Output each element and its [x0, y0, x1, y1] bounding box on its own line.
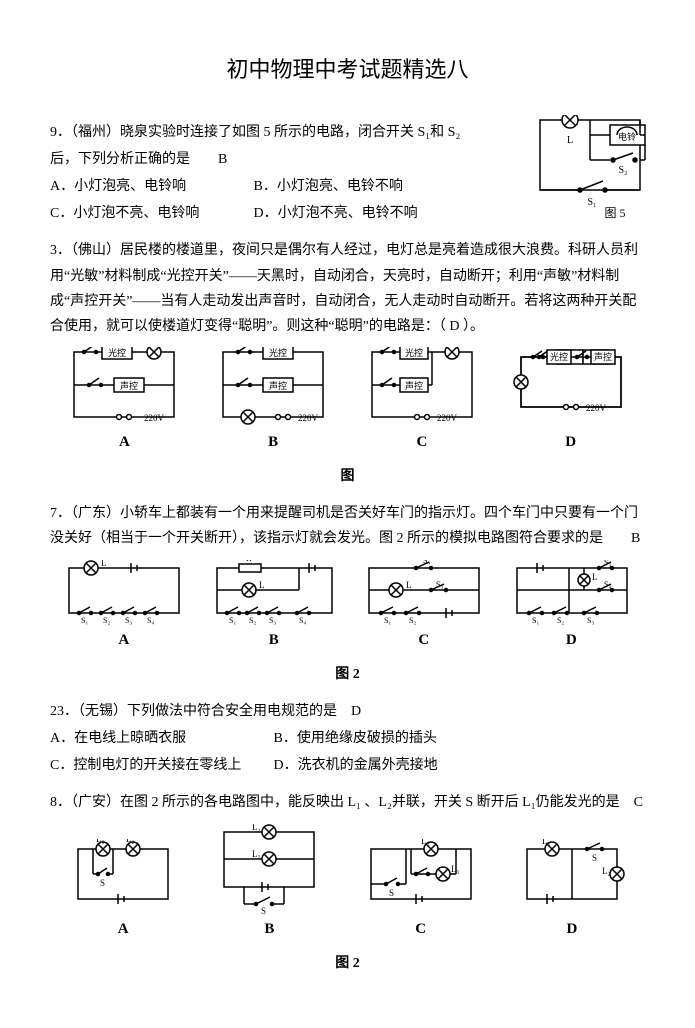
svg-text:L: L	[592, 572, 598, 582]
q9-option-d: D．小灯泡不亮、电铃不响	[254, 201, 454, 226]
question-9: L 电铃 S₂ S₁ 图 5 9．（福州）晓泉实验时连接了如图 5 所示的电路，…	[50, 120, 645, 227]
svg-text:S: S	[261, 906, 266, 914]
s1-label: S₁	[587, 197, 596, 208]
svg-text:S₃: S₃	[436, 580, 443, 589]
q8-stem: 8．（广安）在图 2 所示的各电路图中，能反映出 L₁ 、L₂并联，开关 S 断…	[50, 790, 645, 815]
q7-label-c: C	[361, 627, 486, 654]
figure-5-caption: 图 5	[604, 206, 625, 220]
q8-label-c: C	[361, 916, 481, 943]
svg-text:S₂: S₂	[249, 616, 256, 625]
svg-text:S₁: S₁	[81, 616, 88, 625]
svg-text:S₂: S₂	[557, 616, 564, 625]
svg-text:S₁: S₁	[229, 616, 236, 625]
q8-figures: L₁ L₂ S A L₂ L₁ S	[50, 824, 645, 943]
svg-text:L: L	[406, 580, 412, 590]
q9-option-b: B．小灯泡亮、电铃不响	[254, 174, 454, 199]
svg-text:S₂: S₂	[409, 616, 416, 625]
q23-option-b: B．使用绝缘皮破损的插头	[274, 726, 494, 751]
svg-text:L₂: L₂	[252, 824, 261, 832]
svg-text:声控: 声控	[269, 380, 287, 391]
q8-caption: 图 2	[50, 951, 645, 976]
q23-option-d: D．洗衣机的金属外壳接地	[274, 753, 494, 778]
svg-text:L: L	[259, 580, 265, 590]
q7-stem: 7．（广东）小轿车上都装有一个用来提醒司机是否关好车门的指示灯。四个车门中只要有…	[50, 501, 645, 551]
svg-text:L₂: L₂	[126, 839, 135, 844]
question-23: 23．（无锡）下列做法中符合安全用电规范的是 D A．在电线上晾晒衣服 B．使用…	[50, 699, 645, 779]
svg-text:220V: 220V	[586, 403, 607, 413]
svg-text:S₄: S₄	[423, 560, 430, 565]
q8-label-d: D	[517, 916, 627, 943]
q7-label-b: B	[209, 627, 339, 654]
q3-label-c: C	[362, 429, 482, 456]
svg-text:S₁: S₁	[532, 616, 539, 625]
svg-text:S₄: S₄	[299, 616, 306, 625]
svg-text:L₁: L₁	[542, 839, 551, 846]
q8-label-b: B	[214, 916, 324, 943]
q9-option-a: A．小灯泡亮、电铃响	[50, 174, 250, 199]
svg-text:光控: 光控	[550, 351, 568, 362]
q3-label-d: D	[511, 429, 631, 456]
question-3: 3．（佛山）居民楼的楼道里，夜间只是偶尔有人经过，电灯总是亮着造成很大浪费。科研…	[50, 238, 645, 489]
q3-caption: 图	[50, 464, 645, 489]
figure-5: L 电铃 S₂ S₁ 图 5	[535, 115, 655, 220]
svg-text:S₂: S₂	[103, 616, 110, 625]
svg-text:L₂: L₂	[421, 839, 430, 846]
q3-label-b: B	[213, 429, 333, 456]
svg-text:220V: 220V	[144, 413, 165, 423]
svg-text:S₃: S₃	[125, 616, 132, 625]
svg-text:S₄: S₄	[147, 616, 154, 625]
question-8: 8．（广安）在图 2 所示的各电路图中，能反映出 L₁ 、L₂并联，开关 S 断…	[50, 790, 645, 975]
svg-text:S₃: S₃	[587, 616, 594, 625]
svg-text:S₁: S₁	[384, 616, 391, 625]
q7-caption: 图 2	[50, 662, 645, 687]
q23-option-a: A．在电线上晾晒衣服	[50, 726, 270, 751]
q3-label-a: A	[64, 429, 184, 456]
page-title: 初中物理中考试题精选八	[50, 50, 645, 90]
svg-text:S₃: S₃	[269, 616, 276, 625]
q23-stem: 23．（无锡）下列做法中符合安全用电规范的是 D	[50, 699, 645, 724]
s2-label: S₂	[618, 165, 627, 176]
svg-text:220V: 220V	[437, 413, 458, 423]
svg-text:S₄: S₄	[604, 580, 611, 589]
svg-text:L₁: L₁	[96, 839, 105, 844]
q9-option-c: C．小灯泡不亮、电铃响	[50, 201, 250, 226]
svg-text:声控: 声控	[594, 351, 612, 362]
svg-text:光控: 光控	[108, 347, 126, 358]
q7-label-d: D	[509, 627, 634, 654]
svg-text:光控: 光控	[405, 347, 423, 358]
svg-text:S: S	[592, 853, 597, 863]
q8-label-a: A	[68, 916, 178, 943]
q3-stem: 3．（佛山）居民楼的楼道里，夜间只是偶尔有人经过，电灯总是亮着造成很大浪费。科研…	[50, 238, 645, 339]
svg-text:L₁: L₁	[252, 849, 261, 859]
q7-figures: L S₁ S₂ S₃ S₄ A	[50, 560, 645, 654]
svg-text:L₁: L₁	[451, 864, 460, 874]
svg-text:光控: 光控	[269, 347, 287, 358]
q7-label-a: A	[61, 627, 186, 654]
bell-label: 电铃	[618, 131, 636, 142]
svg-text:220V: 220V	[298, 413, 319, 423]
svg-text:S: S	[100, 878, 105, 888]
svg-text:R: R	[245, 560, 252, 563]
svg-text:L₂: L₂	[602, 866, 611, 876]
svg-text:S₃: S₃	[604, 560, 611, 567]
svg-text:声控: 声控	[405, 380, 423, 391]
question-7: 7．（广东）小轿车上都装有一个用来提醒司机是否关好车门的指示灯。四个车门中只要有…	[50, 501, 645, 687]
svg-text:L: L	[101, 560, 107, 568]
lamp-label: L	[567, 135, 573, 146]
svg-text:声控: 声控	[120, 380, 138, 391]
q3-figures: 光控 声控 220V A 光控 声控	[50, 347, 645, 456]
svg-text:S: S	[389, 888, 394, 898]
q23-option-c: C．控制电灯的开关接在零线上	[50, 753, 270, 778]
